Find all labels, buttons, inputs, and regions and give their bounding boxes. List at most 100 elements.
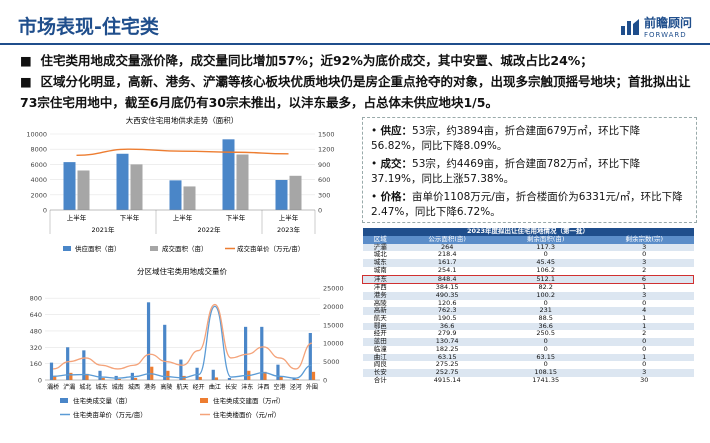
table-cell: 4	[594, 307, 694, 316]
table-cell: 0	[496, 345, 595, 354]
x-tick-label: 经开	[193, 383, 205, 391]
table-row: 城北 218.4 0 0	[362, 251, 694, 260]
y-tick-label: 0	[38, 377, 42, 385]
x-tick-label: 沣西	[257, 383, 269, 391]
table-cell: 190.5	[397, 314, 497, 323]
table-cell: 1	[594, 283, 694, 292]
bar	[163, 324, 167, 380]
legend-label: 成交面积（亩）	[162, 244, 208, 253]
bar	[77, 170, 90, 210]
table-cell: 250.5	[496, 330, 595, 339]
table-cell: 城北	[362, 251, 398, 260]
bullet-marker-icon: ■	[20, 74, 32, 89]
table-header: 剩余面积(亩)	[496, 235, 595, 244]
info-text: 53宗，约4469亩，折合建面782万㎡，环比下降37.19%，同比上涨57.3…	[371, 158, 641, 185]
district-volume-price-chart: 分区域住宅类用地成交量价 0 160 320 480 640 800 0 5000 10000 15…	[30, 266, 344, 419]
table-row: 港务 490.35 100.2 3	[362, 291, 694, 300]
table-cell: 848.4	[397, 274, 497, 285]
y-tick-label: 480	[30, 327, 42, 335]
bar	[166, 370, 170, 380]
bullet-2: ■ 区域分化明显，高新、港务、浐灞等核心板块优质地块仍是房企重点抢夺的对象，出现…	[20, 71, 700, 113]
table-row: 临潼 182.25 0 0	[362, 345, 694, 354]
table-row: 沣东 848.4 512.1 6	[361, 274, 694, 285]
legend-swatch	[150, 246, 158, 251]
bar	[49, 362, 54, 380]
table-cell: 0	[594, 361, 694, 369]
bar	[133, 377, 138, 380]
table-cell: 6	[594, 274, 694, 285]
info-supply: • 供应：53宗，约3894亩，折合建面679万㎡，环比下降56.82%，同比下…	[371, 124, 688, 153]
price-line	[53, 305, 313, 379]
y2-tick-label: 300	[318, 191, 330, 199]
table-cell: 浐灞	[362, 243, 398, 252]
bar	[244, 326, 248, 380]
y-tick-label: 10000	[26, 131, 47, 139]
x-tick-label: 长安	[225, 383, 237, 391]
y2-tick-label: 600	[318, 176, 330, 184]
x-tick-label: 城北	[79, 383, 91, 391]
legend-label: 住宅类成交建面（万㎡）	[213, 396, 285, 405]
y2-tick-label: 5000	[323, 358, 340, 366]
table-cell: 231	[496, 307, 595, 316]
table-cell: 1	[594, 314, 694, 323]
bar	[69, 372, 73, 380]
x-tick-label: 浐灞	[63, 383, 75, 391]
table-cell: 高陵	[362, 299, 398, 308]
table-cell: 512.1	[496, 274, 595, 285]
table-row: 城东 161.7 45.45 3	[362, 258, 694, 267]
x-tick-label: 城南	[112, 383, 124, 391]
y-tick-label: 800	[30, 295, 42, 303]
bar	[198, 376, 202, 380]
y-tick-label: 8000	[30, 146, 47, 154]
x-tick-label: 下半年	[120, 213, 140, 222]
table-cell: 航天	[362, 314, 398, 323]
table-cell: 3	[594, 368, 694, 377]
table-cell: 合计	[362, 376, 398, 385]
table-cell: 106.2	[496, 266, 595, 276]
table-cell: 0	[496, 337, 595, 346]
table-cell: 30	[594, 376, 694, 385]
x-tick-label: 城东	[96, 383, 108, 391]
x-tick-label: 航天	[176, 383, 188, 391]
table-cell: 港务	[362, 291, 398, 300]
table-cell: 36.6	[496, 322, 595, 331]
bar	[101, 377, 105, 380]
table-cell: 490.35	[397, 291, 497, 300]
table-cell: 鄠邑	[362, 322, 398, 331]
table-cell: 阎良	[362, 361, 398, 369]
table-cell: 182.25	[397, 345, 497, 354]
y-tick-label: 160	[30, 360, 42, 368]
table-cell: 0	[496, 251, 595, 260]
x-tick-label: 上半年	[173, 213, 193, 222]
bar	[183, 186, 196, 210]
info-deal: • 成交：53宗，约4469亩，折合建面782万㎡，环比下降37.19%，同比上…	[371, 157, 688, 186]
table-cell: 161.7	[397, 258, 497, 267]
table-cell: 蓝田	[362, 337, 398, 346]
x-tick-label: 外围	[306, 383, 318, 391]
bullet-text: 住宅类用地成交量涨价降，成交量同比增加57%；近92%为底价成交，其中安置、城改…	[40, 53, 593, 68]
x-tick-label: 上半年	[67, 213, 87, 222]
y2-tick-label: 25000	[323, 285, 344, 293]
table-row: 沣西 384.15 82.2 1	[362, 283, 694, 292]
table-cell: 254.1	[397, 266, 497, 276]
y2-tick-label: 20000	[323, 303, 344, 311]
table-row: 长安 252.75 108.15 3	[362, 368, 694, 377]
table-cell: 218.4	[397, 251, 497, 260]
supply-demand-chart: 大西安住宅用地供求走势（面积） 0 2000 4000 6000 8000 10000 0 30…	[26, 115, 334, 253]
chart-title: 大西安住宅用地供求走势（面积）	[126, 115, 239, 125]
table-cell: 384.15	[397, 283, 497, 292]
header-divider	[0, 43, 710, 45]
table-header: 公示面积(亩)	[397, 235, 497, 244]
table-cell: 1	[594, 322, 694, 331]
bar	[85, 373, 89, 380]
y-tick-label: 320	[30, 344, 42, 352]
bar	[169, 180, 182, 210]
bar	[292, 377, 296, 380]
y-tick-label: 2000	[30, 191, 47, 199]
table-cell: 经开	[362, 330, 398, 339]
table-row: 合计 4915.14 1741.35 30	[362, 376, 694, 385]
table-cell: 高新	[362, 307, 398, 316]
table-header: 剩余宗数(宗)	[594, 235, 694, 244]
table-row: 鄠邑 36.6 36.6 1	[362, 322, 694, 331]
table-cell: 4915.14	[397, 376, 497, 385]
